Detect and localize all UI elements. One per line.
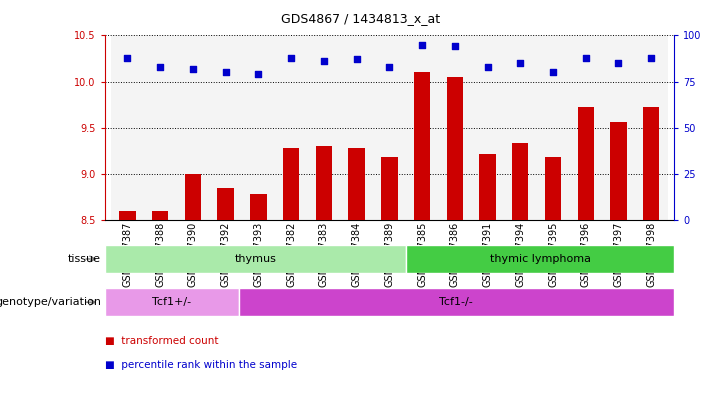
Point — [416, 41, 428, 48]
Bar — [143, 35, 177, 220]
Bar — [446, 77, 463, 220]
Bar — [316, 146, 332, 220]
Bar — [381, 157, 397, 220]
Bar — [512, 143, 528, 220]
Bar — [504, 35, 536, 220]
Bar — [406, 245, 674, 273]
Bar — [105, 288, 239, 316]
Bar — [414, 72, 430, 220]
Bar — [373, 35, 406, 220]
Bar — [218, 188, 234, 220]
Text: ■  percentile rank within the sample: ■ percentile rank within the sample — [105, 360, 296, 369]
Bar — [536, 35, 570, 220]
Bar — [570, 35, 602, 220]
Text: tissue: tissue — [68, 254, 101, 264]
Point — [252, 71, 264, 77]
Bar — [185, 174, 201, 220]
Bar — [635, 35, 668, 220]
Point — [515, 60, 526, 66]
Point — [580, 54, 591, 61]
Bar — [340, 35, 373, 220]
Text: GDS4867 / 1434813_x_at: GDS4867 / 1434813_x_at — [281, 12, 440, 25]
Bar — [275, 35, 307, 220]
Bar — [472, 35, 504, 220]
Bar — [239, 288, 674, 316]
Point — [187, 66, 199, 72]
Text: ■  transformed count: ■ transformed count — [105, 336, 218, 346]
Point — [384, 64, 395, 70]
Bar — [479, 154, 496, 220]
Point — [482, 64, 493, 70]
Bar — [643, 107, 660, 220]
Text: thymic lymphoma: thymic lymphoma — [490, 254, 590, 264]
Bar — [610, 122, 627, 220]
Bar — [242, 35, 275, 220]
Bar — [152, 211, 169, 220]
Point — [449, 43, 461, 50]
Point — [351, 56, 363, 62]
Bar — [177, 35, 209, 220]
Text: Tcf1+/-: Tcf1+/- — [152, 297, 191, 307]
Point — [645, 54, 657, 61]
Point — [220, 69, 231, 75]
Point — [318, 58, 329, 64]
Point — [547, 69, 559, 75]
Bar — [283, 148, 299, 220]
Bar — [602, 35, 635, 220]
Bar — [406, 35, 438, 220]
Point — [613, 60, 624, 66]
Bar — [545, 157, 561, 220]
Bar — [250, 194, 267, 220]
Bar — [307, 35, 340, 220]
Text: Tcf1-/-: Tcf1-/- — [440, 297, 473, 307]
Text: thymus: thymus — [234, 254, 276, 264]
Bar — [111, 35, 143, 220]
Point — [154, 64, 166, 70]
Bar — [105, 245, 406, 273]
Point — [286, 54, 297, 61]
Bar — [578, 107, 594, 220]
Bar — [348, 148, 365, 220]
Bar — [119, 211, 136, 220]
Text: genotype/variation: genotype/variation — [0, 297, 101, 307]
Point — [122, 54, 133, 61]
Bar — [438, 35, 472, 220]
Bar — [209, 35, 242, 220]
